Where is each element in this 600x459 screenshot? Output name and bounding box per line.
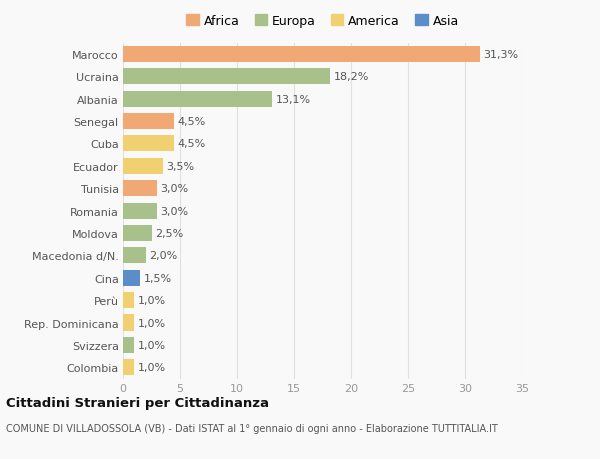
Bar [123, 158, 163, 174]
Bar [123, 270, 140, 286]
Bar [123, 248, 146, 264]
Bar [123, 69, 331, 85]
Bar [123, 91, 272, 107]
Text: 1,5%: 1,5% [143, 273, 172, 283]
Text: 4,5%: 4,5% [178, 139, 206, 149]
Text: 18,2%: 18,2% [334, 72, 369, 82]
Text: 1,0%: 1,0% [138, 318, 166, 328]
Bar [123, 337, 134, 353]
Bar [123, 136, 174, 152]
Legend: Africa, Europa, America, Asia: Africa, Europa, America, Asia [181, 10, 464, 33]
Text: 3,5%: 3,5% [166, 162, 194, 172]
Text: 3,0%: 3,0% [161, 184, 189, 194]
Bar [123, 315, 134, 331]
Text: 1,0%: 1,0% [138, 296, 166, 306]
Text: 4,5%: 4,5% [178, 117, 206, 127]
Text: Cittadini Stranieri per Cittadinanza: Cittadini Stranieri per Cittadinanza [6, 396, 269, 409]
Bar [123, 225, 151, 241]
Bar [123, 203, 157, 219]
Text: 2,5%: 2,5% [155, 229, 183, 239]
Bar [123, 359, 134, 375]
Bar [123, 181, 157, 197]
Text: 31,3%: 31,3% [483, 50, 518, 60]
Text: COMUNE DI VILLADOSSOLA (VB) - Dati ISTAT al 1° gennaio di ogni anno - Elaborazio: COMUNE DI VILLADOSSOLA (VB) - Dati ISTAT… [6, 424, 498, 433]
Text: 13,1%: 13,1% [276, 95, 311, 105]
Text: 2,0%: 2,0% [149, 251, 178, 261]
Bar [123, 292, 134, 308]
Text: 1,0%: 1,0% [138, 363, 166, 373]
Bar [123, 47, 480, 63]
Bar [123, 114, 174, 130]
Text: 1,0%: 1,0% [138, 340, 166, 350]
Text: 3,0%: 3,0% [161, 206, 189, 216]
